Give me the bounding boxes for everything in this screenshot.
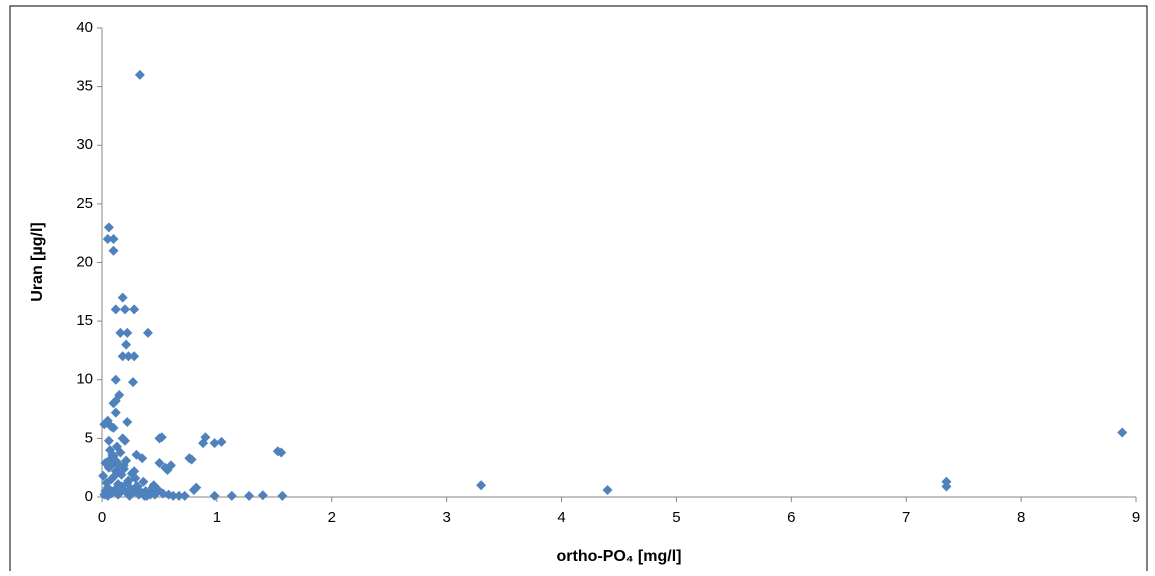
point	[209, 438, 220, 449]
point	[117, 351, 128, 362]
point	[121, 339, 132, 350]
y-tick-label: 40	[76, 19, 93, 36]
point	[168, 490, 179, 501]
point	[122, 327, 133, 338]
point	[122, 416, 133, 427]
point	[130, 473, 141, 484]
point	[941, 481, 952, 492]
point	[141, 490, 152, 501]
point	[1117, 427, 1128, 438]
point	[110, 304, 121, 315]
point	[186, 454, 197, 465]
point	[129, 304, 140, 315]
point	[131, 481, 142, 492]
x-tick-label: 2	[328, 509, 336, 526]
point	[119, 304, 130, 315]
point	[156, 432, 167, 443]
x-tick-label: 0	[98, 509, 106, 526]
point	[188, 484, 199, 495]
y-tick-label: 35	[76, 78, 93, 95]
y-tick-label: 5	[85, 429, 93, 446]
point	[128, 377, 139, 388]
point	[110, 374, 121, 385]
point	[110, 407, 121, 418]
point	[119, 435, 130, 446]
y-tick-label: 0	[85, 488, 93, 505]
point	[103, 222, 114, 233]
x-tick-label: 9	[1132, 509, 1140, 526]
point	[118, 460, 129, 471]
y-tick-label: 30	[76, 136, 93, 153]
point	[179, 490, 190, 501]
x-tick-label: 7	[902, 509, 910, 526]
point	[476, 480, 487, 491]
point	[113, 489, 124, 500]
point	[173, 490, 184, 501]
y-axis-title: Uran [µg/l]	[29, 222, 46, 301]
point	[142, 327, 153, 338]
point	[244, 490, 255, 501]
x-tick-label: 3	[442, 509, 450, 526]
point	[122, 477, 133, 488]
point	[102, 234, 113, 245]
y-tick-label: 25	[76, 195, 93, 212]
point	[98, 470, 109, 481]
x-tick-label: 1	[213, 509, 221, 526]
point	[138, 476, 149, 487]
point	[107, 449, 118, 460]
point	[226, 490, 237, 501]
point	[277, 490, 288, 501]
x-tick-label: 8	[1017, 509, 1025, 526]
point	[108, 234, 119, 245]
point	[108, 398, 119, 409]
chart-border	[9, 5, 1148, 576]
y-tick-label: 15	[76, 312, 93, 329]
point	[115, 327, 126, 338]
point	[129, 351, 140, 362]
point	[276, 447, 287, 458]
point	[123, 351, 134, 362]
x-tick-label: 6	[787, 509, 795, 526]
y-tick-label: 20	[76, 253, 93, 270]
point	[154, 457, 165, 468]
x-axis-title: ortho-PO₄ [mg/l]	[557, 548, 682, 565]
x-tick-label: 5	[672, 509, 680, 526]
point	[108, 422, 119, 433]
point	[115, 447, 126, 458]
point	[602, 484, 613, 495]
point	[117, 292, 128, 303]
point	[198, 438, 209, 449]
point	[209, 490, 220, 501]
y-tick-label: 10	[76, 371, 93, 388]
point	[216, 436, 227, 447]
point	[108, 245, 119, 256]
point	[257, 490, 268, 501]
point	[149, 489, 160, 500]
point	[131, 449, 142, 460]
x-tick-label: 4	[557, 509, 565, 526]
point	[103, 435, 114, 446]
point	[119, 486, 130, 497]
point	[134, 69, 145, 80]
point	[160, 462, 171, 473]
point	[100, 457, 111, 468]
